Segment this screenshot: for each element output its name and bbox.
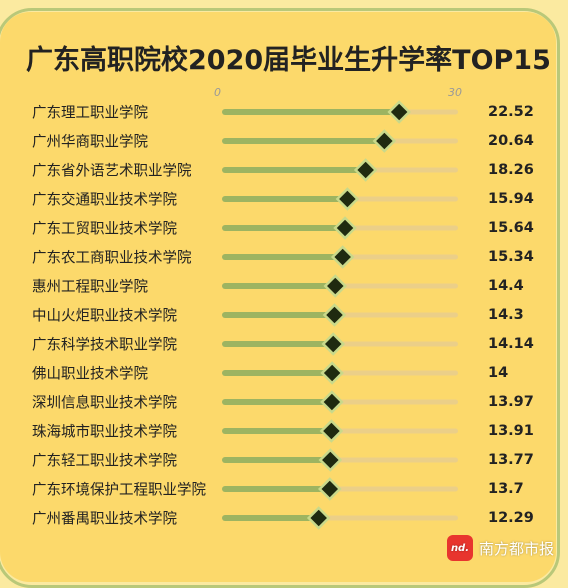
category-label: 广州番禺职业技术学院 [32, 511, 177, 528]
bar [222, 167, 366, 173]
value-marker-icon [319, 419, 344, 443]
watermark: nd. 南方都市报 [446, 535, 554, 561]
watermark-text: 南方都市报 [478, 539, 554, 558]
bar [222, 486, 330, 492]
value-marker-icon [335, 187, 360, 211]
bar [222, 283, 336, 289]
value-label: 15.94 [488, 191, 534, 207]
bar [222, 196, 348, 202]
chart-title: 广东高职院校2020届毕业生升学率TOP15 [26, 45, 551, 76]
value-marker-icon [387, 100, 411, 124]
bar [222, 138, 385, 144]
bar [222, 515, 319, 521]
value-marker-icon [323, 274, 348, 298]
category-label: 广东科学技术职业学院 [32, 337, 177, 354]
category-label: 广东环境保护工程职业学院 [32, 482, 206, 499]
bar [222, 312, 335, 318]
value-label: 12.29 [488, 510, 534, 526]
category-label: 佛山职业技术学院 [32, 366, 148, 383]
value-label: 14.3 [488, 307, 524, 323]
value-label: 14.4 [488, 278, 524, 294]
value-label: 13.7 [488, 481, 524, 497]
value-label: 22.52 [488, 104, 534, 120]
value-marker-icon [333, 216, 357, 240]
value-marker-icon [318, 448, 343, 472]
value-label: 15.64 [488, 220, 534, 236]
value-label: 18.26 [488, 162, 534, 178]
bar [222, 254, 343, 260]
value-marker-icon [306, 506, 331, 530]
category-label: 珠海城市职业技术学院 [32, 424, 177, 441]
value-label: 13.91 [488, 423, 534, 439]
chart-plot [222, 100, 458, 530]
value-marker-icon [353, 158, 378, 182]
value-label: 13.97 [488, 394, 534, 410]
value-label: 20.64 [488, 133, 534, 149]
category-label: 惠州工程职业学院 [32, 279, 148, 296]
category-label: 广东工贸职业技术学院 [32, 221, 177, 238]
category-label: 广东农工商职业技术学院 [32, 250, 192, 267]
bar [222, 109, 400, 115]
value-marker-icon [330, 245, 355, 269]
category-label: 广东轻工职业技术学院 [32, 453, 177, 470]
value-label: 14.14 [488, 336, 534, 352]
bar [222, 225, 346, 231]
value-label: 14 [488, 365, 509, 381]
nandu-logo-icon: nd. [446, 535, 473, 561]
value-marker-icon [320, 390, 344, 414]
category-label: 广东理工职业学院 [32, 105, 148, 122]
bar [222, 399, 332, 405]
value-marker-icon [318, 477, 342, 501]
category-label: 深圳信息职业技术学院 [32, 395, 177, 412]
value-marker-icon [372, 129, 397, 153]
value-marker-icon [321, 332, 346, 356]
axis-tick-max: 30 [448, 86, 462, 99]
value-label: 15.34 [488, 249, 534, 265]
bar [222, 428, 332, 434]
axis-tick-min: 0 [214, 86, 221, 99]
value-marker-icon [322, 303, 347, 327]
category-label: 中山火炬职业技术学院 [32, 308, 177, 325]
bar [222, 370, 333, 376]
category-label: 广东交通职业技术学院 [32, 192, 177, 209]
bar [222, 341, 334, 347]
value-marker-icon [320, 361, 344, 385]
bar [222, 457, 331, 463]
category-label: 广东省外语艺术职业学院 [32, 163, 192, 180]
value-label: 13.77 [488, 452, 534, 468]
category-label: 广州华商职业学院 [32, 134, 148, 151]
